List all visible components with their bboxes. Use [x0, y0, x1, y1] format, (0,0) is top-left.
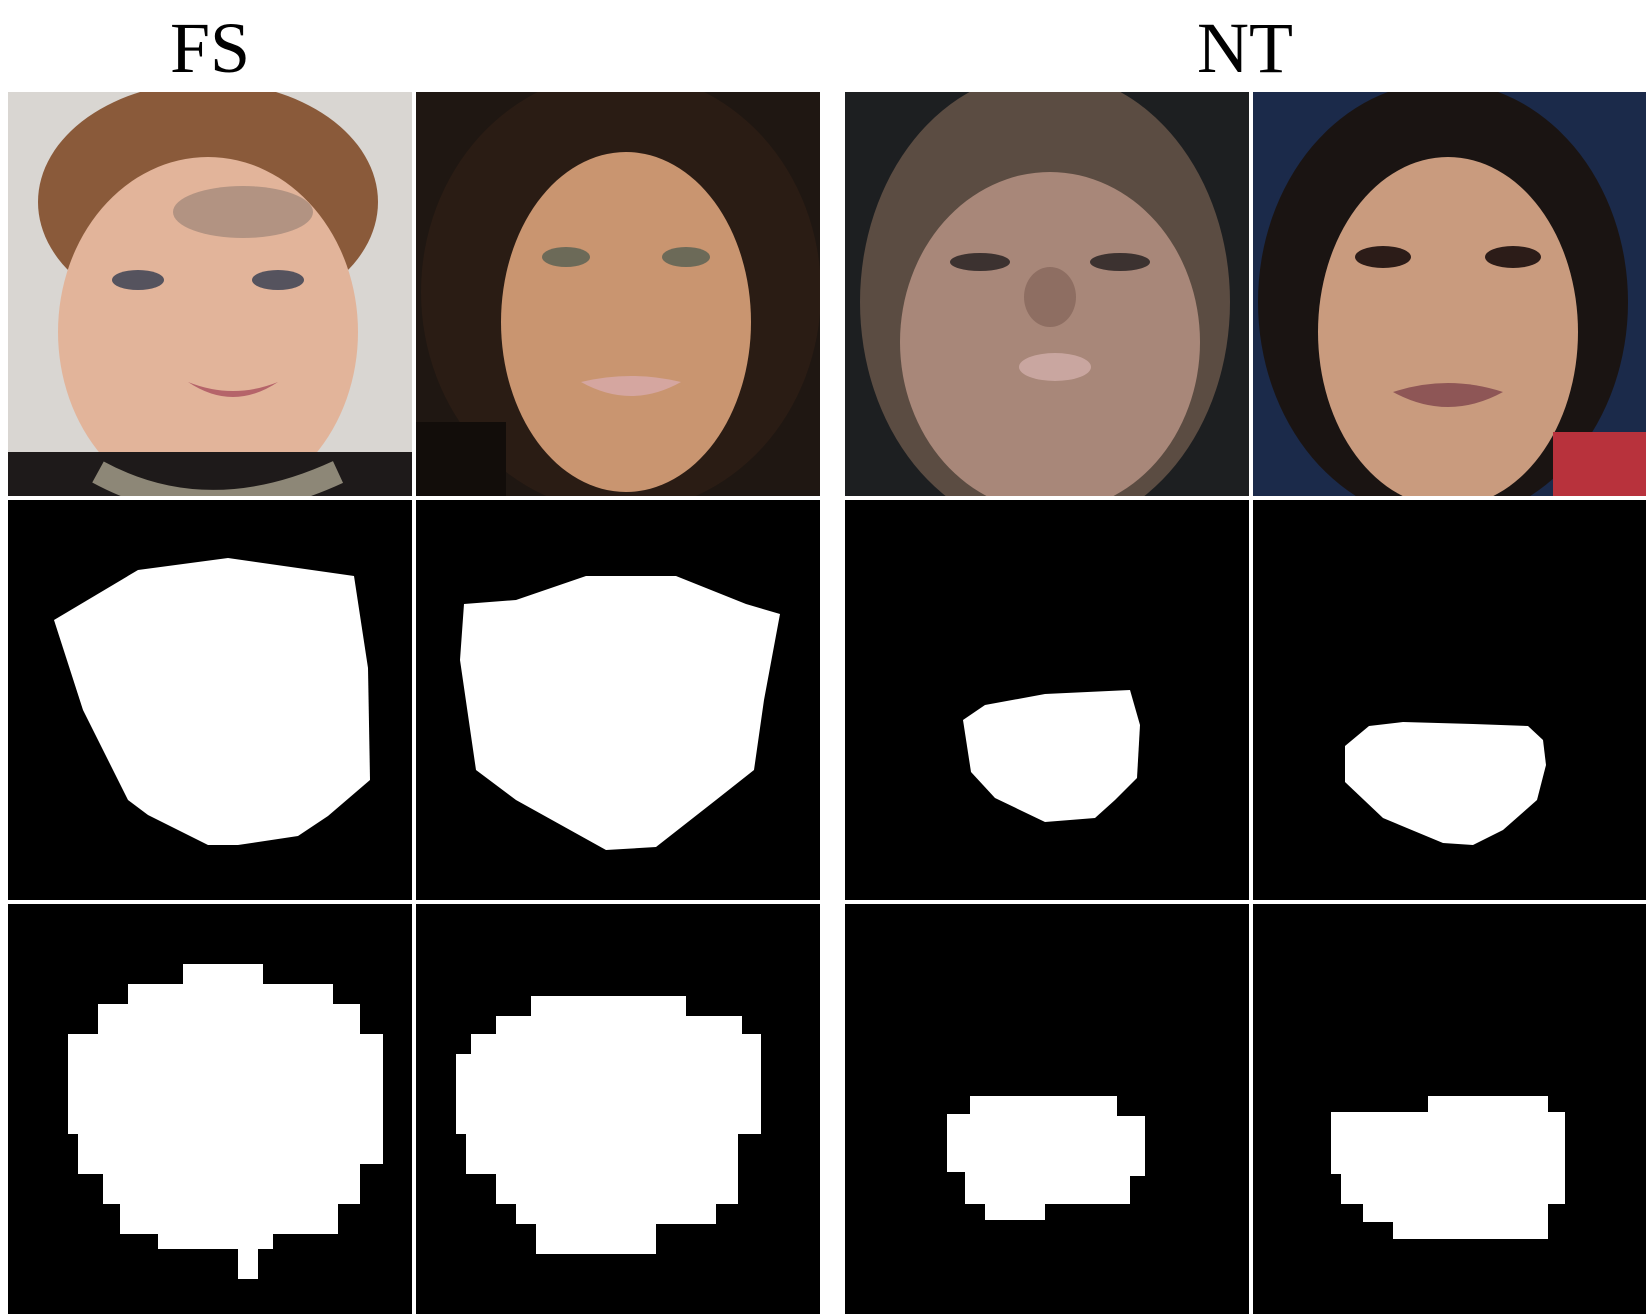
mask-image-nt-2-row3: [1253, 904, 1646, 1314]
face-image-nt-1: [845, 92, 1249, 496]
mask-image-nt-1-row2: [845, 500, 1249, 900]
group-label-fs: FS: [169, 8, 251, 88]
group-label-nt: NT: [1197, 8, 1293, 88]
face-image-fs-2: [416, 92, 820, 496]
mask-image-fs-2-row3: [416, 904, 820, 1314]
mask-image-nt-1-row3: [845, 904, 1249, 1314]
mask-image-nt-2-row2: [1253, 500, 1646, 900]
mask-image-fs-1-row3: [8, 904, 412, 1314]
face-image-fs-1: [8, 92, 412, 496]
face-image-nt-2: [1253, 92, 1646, 496]
mask-image-fs-2-row2: [416, 500, 820, 900]
mask-image-fs-1-row2: [8, 500, 412, 900]
